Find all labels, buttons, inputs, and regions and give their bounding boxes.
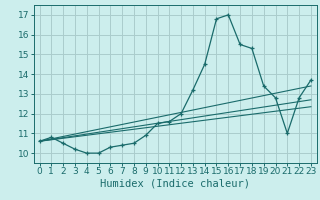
X-axis label: Humidex (Indice chaleur): Humidex (Indice chaleur): [100, 179, 250, 189]
